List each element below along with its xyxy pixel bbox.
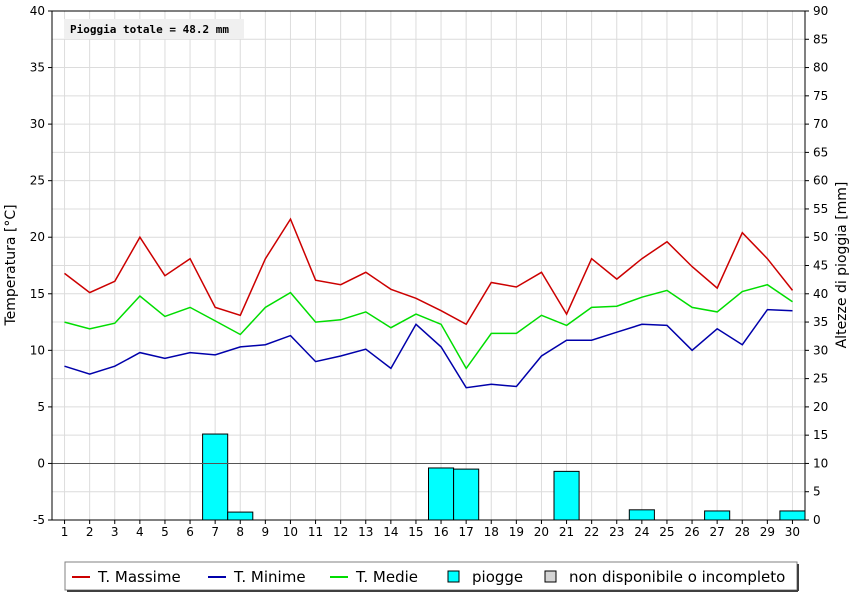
right-tick-label: 90 — [813, 4, 828, 18]
right-tick-label: 10 — [813, 456, 828, 470]
x-tick-label: 3 — [111, 525, 119, 539]
left-y-axis: -5 0 5 10 15 20 25 30 35 40 — [30, 4, 52, 527]
legend-swatch-box — [447, 570, 460, 583]
x-tick-label: 15 — [408, 525, 423, 539]
left-tick-label: 40 — [30, 4, 45, 18]
left-tick-label: 20 — [30, 230, 45, 244]
legend-label: T. Massime — [97, 568, 181, 586]
right-tick-label: 55 — [813, 202, 828, 216]
rain-bar — [628, 509, 655, 521]
x-tick-label: 25 — [659, 525, 674, 539]
x-tick-label: 4 — [136, 525, 144, 539]
right-tick-label: 65 — [813, 145, 828, 159]
right-tick-label: 45 — [813, 259, 828, 273]
x-tick-label: 16 — [433, 525, 448, 539]
annotation-text: Pioggia totale = 48.2 mm — [70, 23, 229, 36]
annotation-background — [64, 19, 244, 39]
right-tick-label: 30 — [813, 343, 828, 357]
left-tick-label: 10 — [30, 343, 45, 357]
right-axis-title: Altezze di pioggia [mm] — [834, 182, 850, 349]
right-tick-label: 35 — [813, 315, 828, 329]
left-tick-label: 0 — [37, 456, 45, 470]
x-tick-label: 28 — [735, 525, 750, 539]
rain-bars — [202, 433, 806, 521]
x-axis: 1 2 3 4 5 6 7 8 9 10 11 12 13 14 15 16 17 18 19 20 21 22 23 24 2… — [61, 520, 800, 539]
legend-label: T. Medie — [355, 568, 418, 586]
x-tick-label: 29 — [760, 525, 775, 539]
right-tick-label: 15 — [813, 428, 828, 442]
left-tick-label: 15 — [30, 287, 45, 301]
x-tick-label: 8 — [236, 525, 244, 539]
x-tick-label: 20 — [534, 525, 549, 539]
legend-label: T. Minime — [233, 568, 306, 586]
legend-label: non disponibile o incompleto — [569, 568, 785, 586]
series-line — [64, 217, 794, 326]
right-tick-label: 80 — [813, 61, 828, 75]
right-tick-label: 0 — [813, 513, 821, 527]
right-tick-label: 40 — [813, 287, 828, 301]
annotation-box: Pioggia totale = 48.2 mm — [64, 19, 244, 39]
x-tick-label: 21 — [559, 525, 574, 539]
left-tick-label: 5 — [37, 400, 45, 414]
x-tick-label: 6 — [186, 525, 194, 539]
left-tick-label: 35 — [30, 61, 45, 75]
left-axis-title: Temperatura [°C] — [3, 204, 19, 326]
x-tick-label: 26 — [684, 525, 699, 539]
x-tick-label: 22 — [584, 525, 599, 539]
grid — [52, 10, 805, 521]
left-tick-label: -5 — [33, 513, 45, 527]
rain-bar — [227, 511, 254, 521]
rain-bar — [202, 433, 229, 521]
right-tick-label: 50 — [813, 230, 828, 244]
series-line — [64, 283, 793, 370]
x-tick-label: 12 — [333, 525, 348, 539]
rain-bar — [779, 510, 806, 521]
x-tick-label: 23 — [609, 525, 624, 539]
x-tick-label: 11 — [308, 525, 323, 539]
x-tick-label: 1 — [61, 525, 69, 539]
legend-label: piogge — [472, 568, 523, 586]
x-tick-label: 17 — [459, 525, 474, 539]
right-y-axis: 0 5 10 15 20 25 30 35 40 45 50 55 60 65 70 75 80 85 90 — [805, 4, 828, 527]
series-line — [64, 308, 793, 389]
left-tick-label: 30 — [30, 117, 45, 131]
rain-bar — [553, 470, 580, 521]
x-tick-label: 18 — [484, 525, 499, 539]
right-tick-label: 75 — [813, 89, 828, 103]
x-tick-label: 9 — [262, 525, 270, 539]
rain-bar — [704, 510, 731, 521]
x-tick-label: 19 — [509, 525, 524, 539]
x-tick-label: 30 — [785, 525, 800, 539]
x-tick-label: 24 — [634, 525, 649, 539]
right-tick-label: 85 — [813, 32, 828, 46]
temperature-series — [64, 217, 794, 389]
x-tick-label: 7 — [211, 525, 219, 539]
rain-bar — [428, 467, 455, 521]
right-tick-label: 25 — [813, 372, 828, 386]
x-tick-label: 2 — [86, 525, 94, 539]
x-tick-label: 10 — [283, 525, 298, 539]
right-tick-label: 20 — [813, 400, 828, 414]
legend-frame — [64, 561, 798, 591]
rain-bar — [453, 468, 480, 521]
right-tick-label: 70 — [813, 117, 828, 131]
x-tick-label: 13 — [358, 525, 373, 539]
left-tick-label: 25 — [30, 174, 45, 188]
x-tick-label: 27 — [710, 525, 725, 539]
x-tick-label: 5 — [161, 525, 169, 539]
legend-swatch-box — [544, 570, 557, 583]
legend: T. Massime T. Minime T. Medie piogge non dis… — [64, 561, 799, 592]
x-tick-label: 14 — [383, 525, 398, 539]
right-tick-label: 60 — [813, 174, 828, 188]
right-tick-label: 5 — [813, 485, 821, 499]
